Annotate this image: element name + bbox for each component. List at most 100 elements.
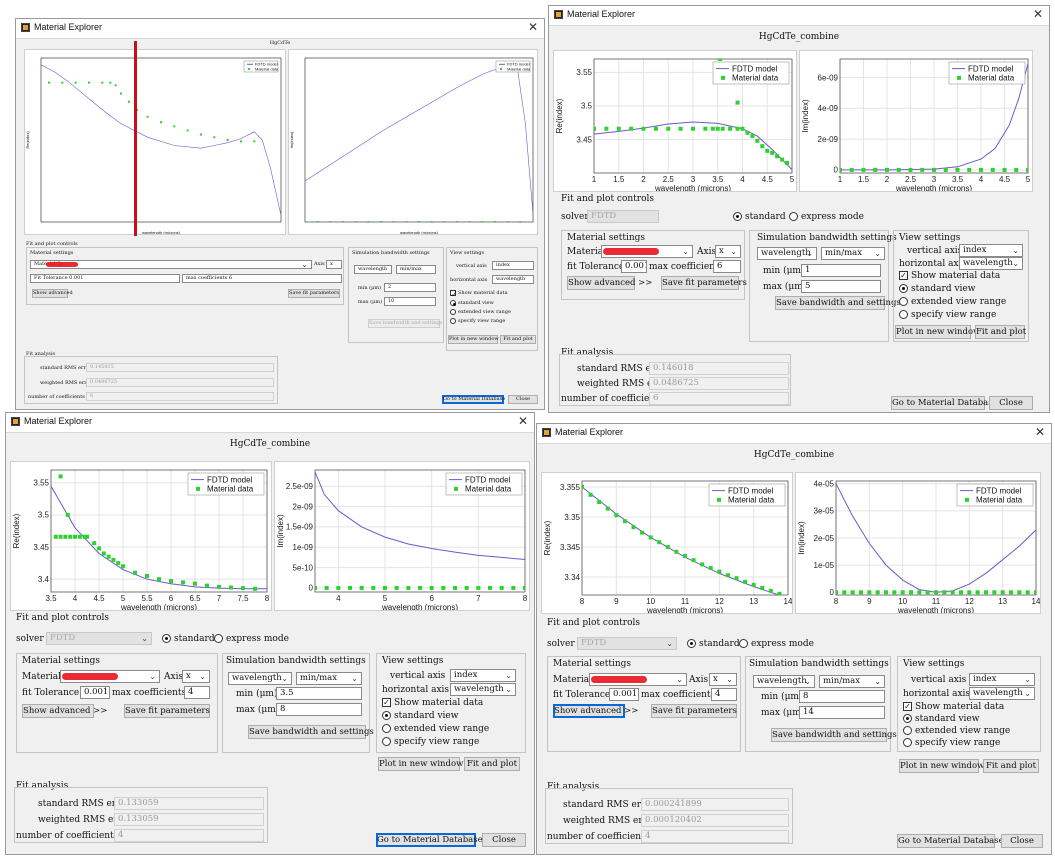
min-field[interactable]: 1 (801, 264, 881, 277)
extended-view-radio[interactable] (382, 724, 391, 733)
sim-range-select[interactable]: min/max ⌄ (819, 675, 885, 688)
close-icon[interactable]: ✕ (517, 414, 528, 428)
max-coefficients-field[interactable]: 4 (711, 688, 737, 701)
close-icon[interactable]: ✕ (527, 20, 538, 34)
material-data-point (691, 126, 695, 131)
standard-view-radio[interactable] (903, 714, 912, 723)
title-bar[interactable]: Material Explorer ✕ (6, 413, 534, 433)
fit-and-plot-button[interactable]: Fit and plot (983, 759, 1039, 773)
max-coefficients-field[interactable]: 4 (184, 686, 210, 699)
fit-and-plot-button[interactable]: Fit and plot (500, 335, 536, 344)
show-advanced-button[interactable]: Show advanced (32, 289, 73, 298)
max-field[interactable]: 8 (276, 703, 362, 716)
go-to-material-database-button[interactable]: Go to Material Database (897, 834, 1004, 848)
plot-new-window-button[interactable]: Plot in new window (895, 325, 981, 339)
show-material-data-checkbox[interactable]: ✓ (382, 698, 391, 707)
show-material-data-checkbox[interactable]: ✓ (450, 290, 458, 299)
go-to-material-database-button[interactable]: Go to Material Database (376, 833, 483, 847)
title-bar[interactable]: Material Explorer ✕ (16, 19, 544, 39)
save-bandwidth-button[interactable]: Save bandwidth and settings (771, 728, 897, 742)
sim-range-select[interactable]: min/max ⌄ (821, 247, 885, 260)
specify-view-radio[interactable] (899, 310, 908, 319)
vertical-axis-select[interactable]: index ⌄ (959, 244, 1023, 257)
axis-select[interactable]: x ⌄ (182, 670, 210, 683)
max-coefficients-field[interactable]: 6 (713, 260, 741, 273)
max-field[interactable]: 5 (801, 280, 881, 293)
express-mode-radio[interactable] (789, 212, 798, 221)
title-bar[interactable]: Material Explorer ✕ (549, 6, 1049, 26)
close-icon[interactable]: ✕ (1034, 425, 1045, 439)
save-bandwidth-button[interactable]: Save bandwidth and settings (775, 296, 901, 310)
close-button[interactable]: Close (482, 833, 526, 847)
extended-view-radio[interactable] (450, 309, 456, 315)
standard-solver-radio[interactable] (733, 212, 742, 221)
sim-range-select[interactable]: min/max (396, 265, 436, 274)
close-button[interactable]: Close (989, 396, 1033, 410)
sim-quantity-select[interactable]: wavelength ⌄ (753, 675, 815, 688)
close-button[interactable]: Close (508, 395, 538, 404)
show-advanced-button[interactable]: Show advanced >> (553, 704, 639, 718)
sim-range-select[interactable]: min/max ⌄ (296, 672, 362, 685)
express-mode-radio[interactable] (214, 634, 223, 643)
material-data-point (523, 585, 525, 590)
save-fit-parameters-button[interactable]: Save fit parameters (651, 704, 737, 718)
solver-select[interactable]: FDTD (587, 210, 659, 223)
plot-new-window-button[interactable]: Plot in new window (448, 335, 499, 344)
horizontal-axis-select[interactable]: wavelength ⌄ (969, 687, 1035, 700)
save-fit-parameters-button[interactable]: Save fit parameters (661, 276, 747, 290)
vertical-axis-select[interactable]: index ⌄ (450, 669, 516, 682)
vertical-axis-select[interactable]: index (492, 261, 534, 270)
show-advanced-button[interactable]: Show advanced >> (22, 704, 108, 718)
max-field[interactable]: 10 (384, 297, 436, 306)
save-bandwidth-button[interactable]: Save bandwidth and settings (368, 319, 443, 328)
min-field[interactable]: 3.5 (276, 687, 362, 700)
fit-and-plot-button[interactable]: Fit and plot (975, 325, 1027, 339)
max-coefficients-field[interactable]: max coefficients 6 (182, 274, 342, 283)
solver-select[interactable]: FDTD ⌄ (577, 637, 677, 650)
axis-select[interactable]: x (326, 260, 342, 269)
extended-view-radio[interactable] (903, 726, 912, 735)
solver-select[interactable]: FDTD ⌄ (46, 632, 152, 645)
horizontal-axis-select[interactable]: wavelength ⌄ (450, 683, 516, 696)
red-cursor-line[interactable] (134, 41, 137, 236)
standard-view-radio[interactable] (899, 284, 908, 293)
vertical-axis-select[interactable]: index ⌄ (969, 673, 1035, 686)
standard-view-radio[interactable] (382, 711, 391, 720)
axis-select[interactable]: x ⌄ (709, 673, 737, 686)
go-to-material-database-button[interactable]: Go to Material Database (442, 395, 506, 404)
fit-tolerance-field[interactable]: 0.001 (621, 260, 647, 273)
express-mode-radio[interactable] (739, 639, 748, 648)
standard-view-radio[interactable] (450, 300, 456, 306)
fit-tolerance-field[interactable]: 0.001 (80, 686, 110, 699)
min-field[interactable]: 8 (799, 690, 885, 703)
standard-solver-radio[interactable] (687, 639, 696, 648)
sim-quantity-select[interactable]: wavelength (354, 265, 392, 274)
fit-tolerance-field[interactable]: Fit Tolerance 0.001 (30, 274, 180, 283)
max-field[interactable]: 14 (799, 706, 885, 719)
save-bandwidth-button[interactable]: Save bandwidth and settings (248, 725, 374, 739)
close-button[interactable]: Close (1001, 834, 1043, 848)
save-fit-parameters-button[interactable]: Save fit parameters (288, 289, 340, 298)
save-fit-parameters-button[interactable]: Save fit parameters (124, 704, 210, 718)
specify-view-radio[interactable] (903, 738, 912, 747)
standard-solver-radio[interactable] (162, 634, 171, 643)
horizontal-axis-select[interactable]: wavelength (492, 275, 534, 284)
show-material-data-checkbox[interactable]: ✓ (903, 702, 912, 711)
specify-view-radio[interactable] (450, 318, 456, 324)
show-advanced-button[interactable]: Show advanced >> (567, 276, 653, 290)
close-icon[interactable]: ✕ (1032, 7, 1043, 21)
axis-select[interactable]: x ⌄ (715, 245, 741, 258)
plot-new-window-button[interactable]: Plot in new window (899, 759, 985, 773)
plot-new-window-button[interactable]: Plot in new window (378, 757, 464, 771)
show-material-data-checkbox[interactable]: ✓ (899, 271, 908, 280)
sim-quantity-select[interactable]: wavelength ⌄ (757, 247, 817, 260)
sim-quantity-select[interactable]: wavelength ⌄ (228, 672, 292, 685)
title-bar[interactable]: Material Explorer ✕ (537, 424, 1051, 444)
horizontal-axis-select[interactable]: wavelength ⌄ (959, 257, 1023, 270)
extended-view-radio[interactable] (899, 297, 908, 306)
specify-view-radio[interactable] (382, 737, 391, 746)
fit-and-plot-button[interactable]: Fit and plot (464, 757, 520, 771)
min-field[interactable]: 2 (384, 283, 436, 292)
go-to-material-database-button[interactable]: Go to Material Database (891, 396, 998, 410)
fit-tolerance-field[interactable]: 0.001 (609, 688, 639, 701)
